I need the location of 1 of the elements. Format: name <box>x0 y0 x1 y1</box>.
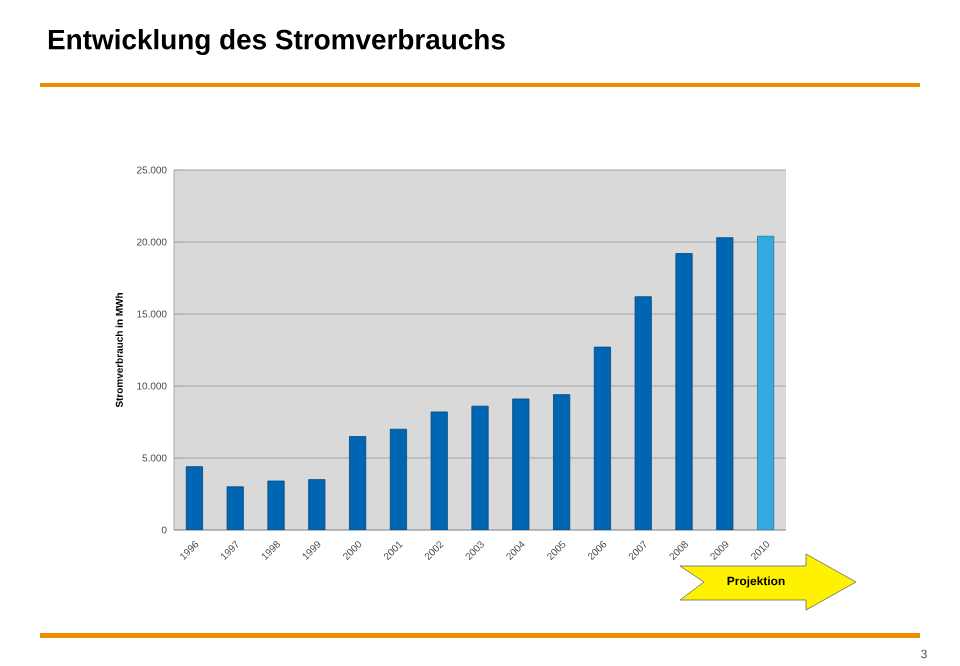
chart-title: Entwicklung des Stromverbrauchs <box>48 28 505 56</box>
